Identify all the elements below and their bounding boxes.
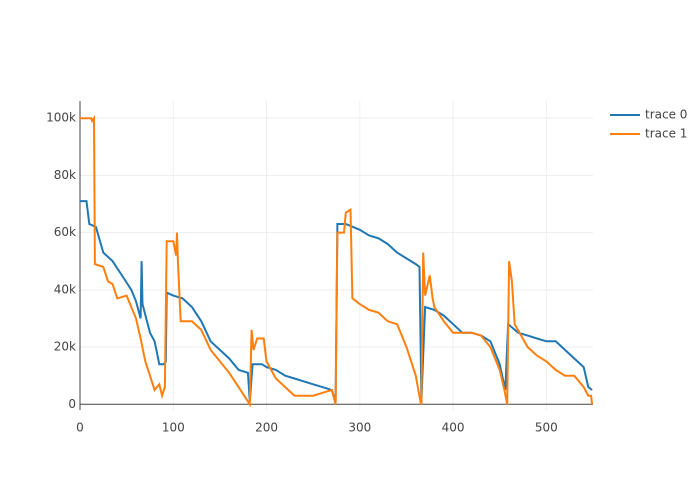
x-tick-label: 100 — [162, 421, 185, 435]
legend-label: trace 0 — [645, 108, 687, 122]
y-tick-label: 100k — [46, 111, 76, 125]
x-tick-label: 500 — [535, 421, 558, 435]
line-series — [80, 114, 594, 408]
legend-label: trace 1 — [645, 127, 687, 141]
y-tick-label: 40k — [54, 282, 76, 296]
x-tick-label: 400 — [442, 421, 465, 435]
y-tick-label: 60k — [54, 225, 76, 239]
x-tick-label: 300 — [348, 421, 371, 435]
line-series — [80, 200, 593, 402]
y-tick-label: 80k — [54, 168, 76, 182]
y-tick-label: 0 — [68, 397, 76, 411]
x-tick-label: 200 — [255, 421, 278, 435]
y-tick-label: 20k — [54, 340, 76, 354]
x-tick-label: 0 — [76, 421, 84, 435]
